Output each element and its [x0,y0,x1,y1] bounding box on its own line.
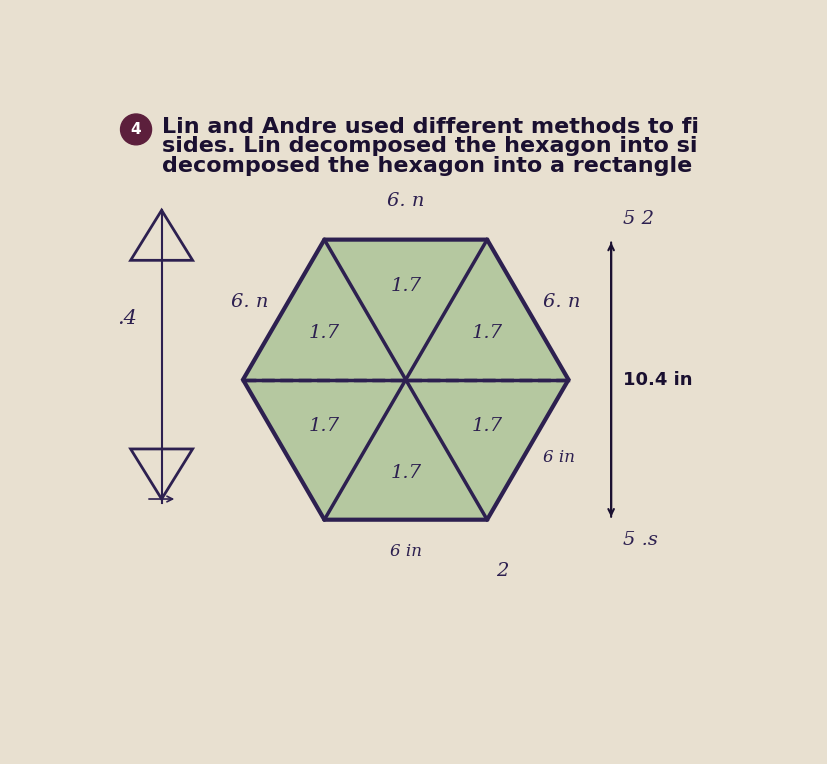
Polygon shape [242,240,568,520]
Circle shape [121,114,151,145]
Text: 6 in: 6 in [543,449,575,466]
Text: 5 .s: 5 .s [622,531,657,549]
Text: 6. n: 6. n [386,193,424,210]
Text: sides. Lin decomposed the hexagon into si: sides. Lin decomposed the hexagon into s… [161,136,696,157]
Text: 2: 2 [496,562,509,580]
Text: 6. n: 6. n [231,293,268,311]
Text: decomposed the hexagon into a rectangle: decomposed the hexagon into a rectangle [161,156,691,176]
Text: 5 2: 5 2 [622,210,653,228]
Text: .4: .4 [117,309,137,328]
Text: 1.7: 1.7 [308,417,339,435]
Text: 1.7: 1.7 [390,464,421,482]
Text: 1.7: 1.7 [390,277,421,296]
Text: 4: 4 [131,122,141,137]
Text: 6 in: 6 in [390,542,421,560]
Text: 1.7: 1.7 [471,417,502,435]
Text: 10.4 in: 10.4 in [622,371,691,389]
Text: 1.7: 1.7 [471,324,502,342]
Text: 1.7: 1.7 [308,324,339,342]
Text: 6. n: 6. n [543,293,580,311]
Text: Lin and Andre used different methods to fi: Lin and Andre used different methods to … [161,117,698,137]
